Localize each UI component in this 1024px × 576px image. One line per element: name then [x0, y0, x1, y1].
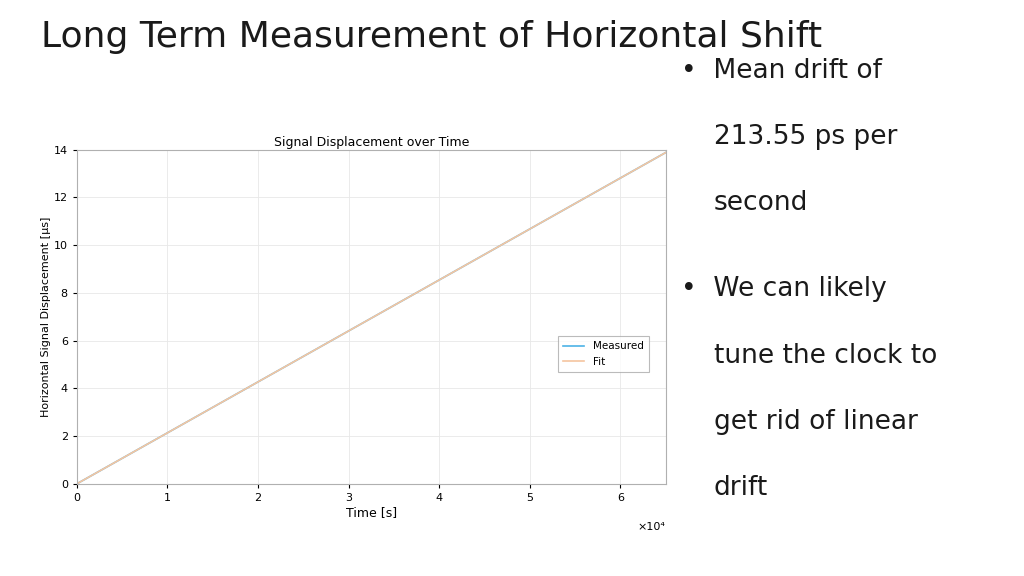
Text: •  Mean drift of: • Mean drift of: [681, 58, 882, 84]
Text: ×10⁴: ×10⁴: [638, 522, 666, 532]
Fit: [341, 328, 353, 335]
Legend: Measured, Fit: Measured, Fit: [558, 336, 648, 372]
Text: Long Term Measurement of Horizontal Shift: Long Term Measurement of Horizontal Shif…: [41, 20, 822, 54]
Fit: [535, 219, 547, 226]
Measured: [341, 328, 353, 335]
Fit: [642, 159, 654, 166]
Measured: [642, 159, 654, 166]
Measured: [71, 480, 83, 487]
Fit: [659, 149, 672, 156]
Text: get rid of linear: get rid of linear: [714, 409, 918, 435]
Measured: [659, 149, 672, 156]
Text: tune the clock to: tune the clock to: [714, 343, 937, 369]
Line: Measured: Measured: [77, 153, 666, 484]
Fit: [642, 159, 654, 166]
X-axis label: Time [s]: Time [s]: [346, 506, 396, 518]
Fit: [100, 464, 113, 471]
Text: second: second: [714, 190, 808, 216]
Line: Fit: Fit: [77, 153, 666, 484]
Measured: [100, 464, 113, 471]
Y-axis label: Horizontal Signal Displacement [µs]: Horizontal Signal Displacement [µs]: [41, 217, 51, 417]
Measured: [535, 219, 547, 226]
Text: drift: drift: [714, 475, 768, 501]
Measured: [357, 319, 370, 326]
Fit: [357, 319, 370, 326]
Title: Signal Displacement over Time: Signal Displacement over Time: [273, 135, 469, 149]
Text: •  We can likely: • We can likely: [681, 276, 887, 302]
Measured: [642, 159, 654, 166]
Text: 213.55 ps per: 213.55 ps per: [714, 124, 897, 150]
Fit: [71, 480, 83, 487]
